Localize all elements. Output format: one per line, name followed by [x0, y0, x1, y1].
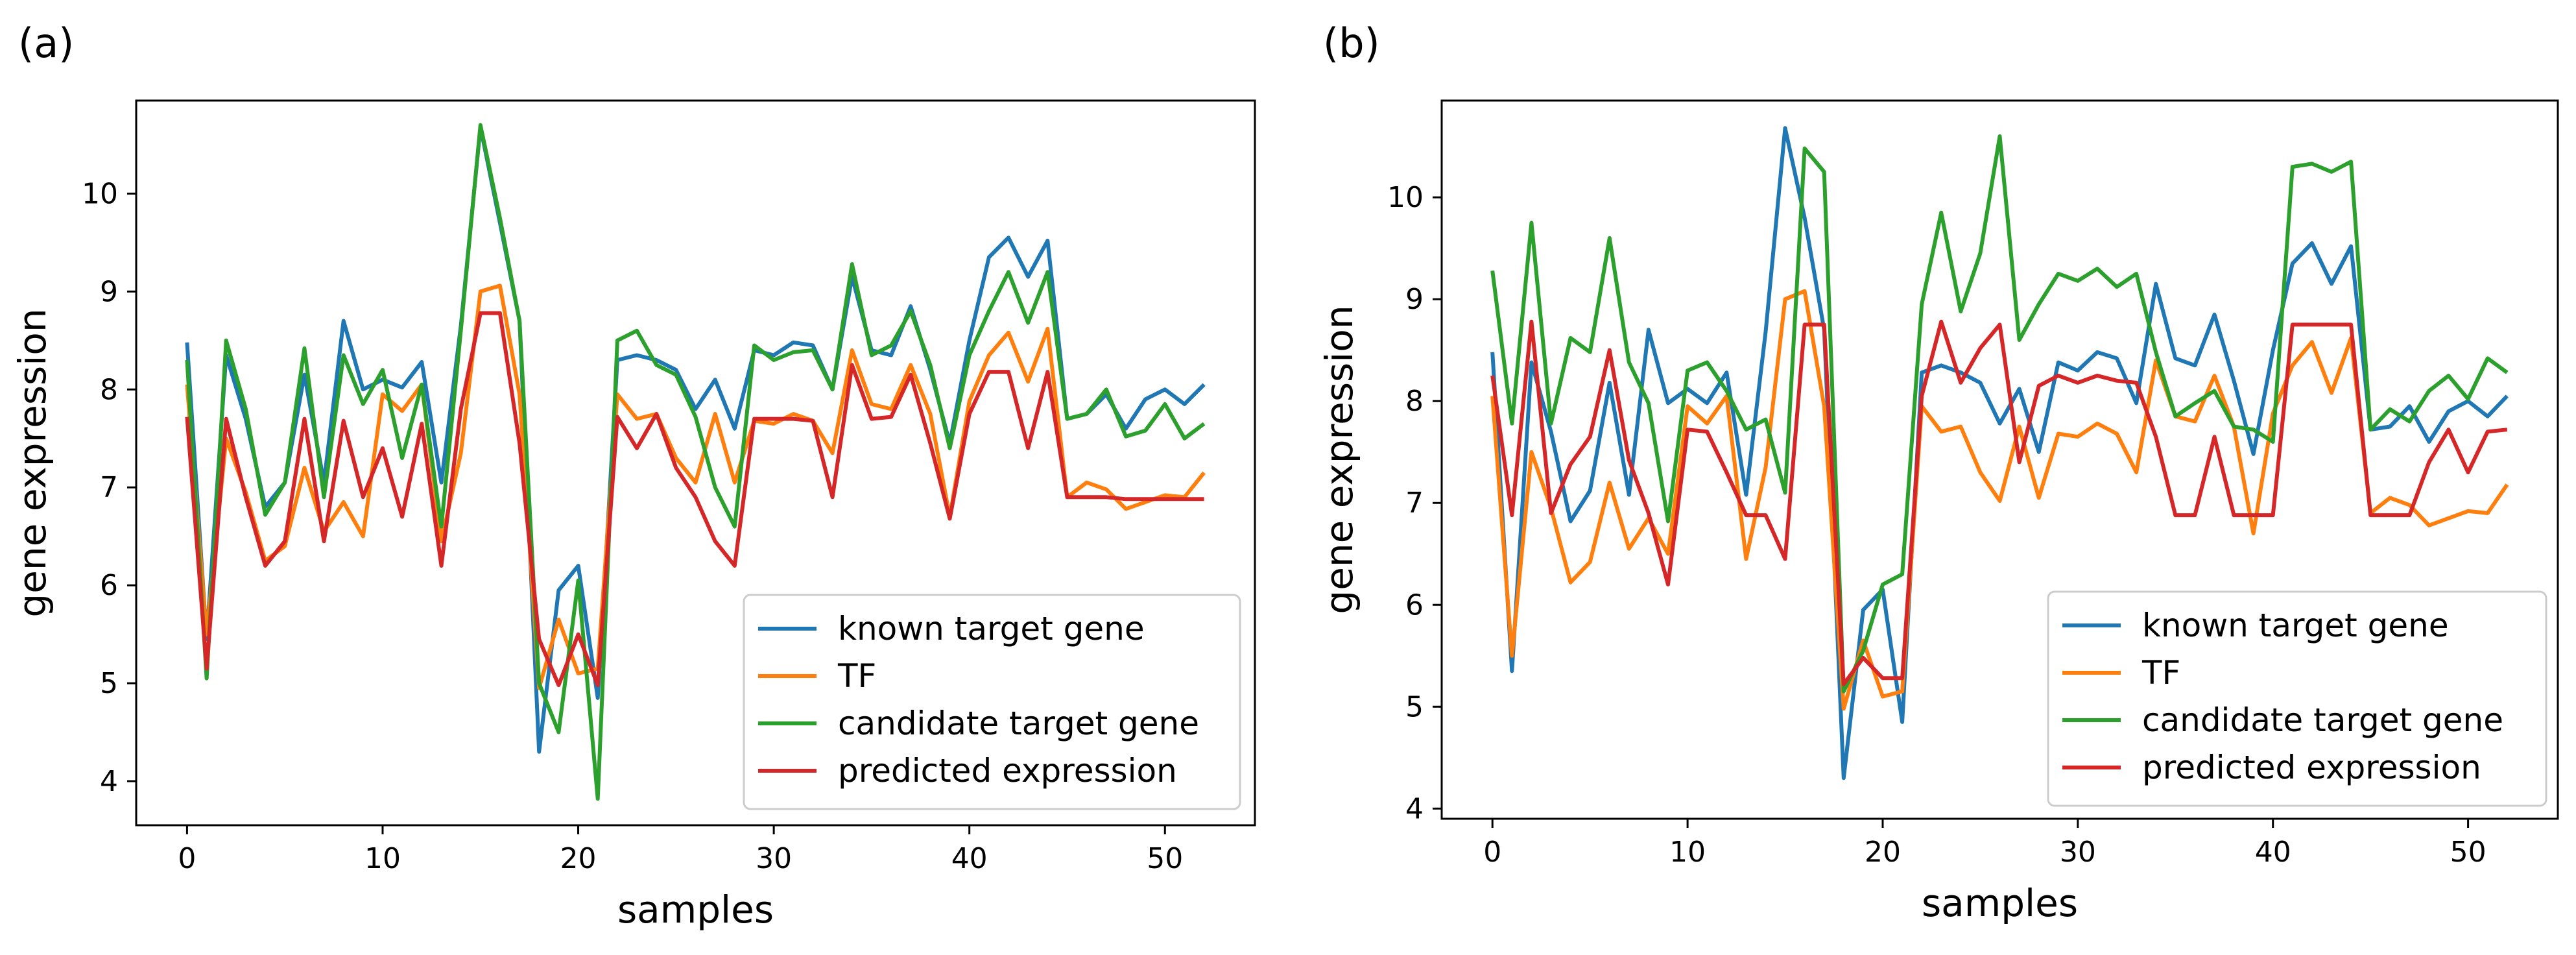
y-tick-label: 7: [100, 471, 118, 504]
x-tick-label: 10: [1669, 836, 1706, 869]
chart-panel-a: (a) 0 10 20 30 40 50 4 5 6 7 8 9 10 samples gene expres…: [10, 19, 1256, 932]
legend: known target gene TF candidate target gene…: [2047, 590, 2547, 807]
y-tick-label: 4: [100, 765, 118, 798]
x-tick-label: 30: [756, 842, 792, 875]
chart-panel-b: (b) 0 10 20 30 40 50 4 5 6 7 8 9 10 samples gene expres…: [1317, 19, 2559, 925]
x-axis-title: samples: [1922, 881, 2078, 925]
y-tick-label: 9: [100, 275, 118, 308]
series-line-candidate-target-gene: [1490, 134, 2509, 694]
x-tick-label: 40: [2255, 836, 2291, 869]
y-axis-title: gene expression: [1317, 305, 1361, 614]
series-group: [1490, 126, 2509, 780]
x-tick-label: 0: [178, 842, 196, 875]
series-line-candidate-target-gene: [185, 123, 1206, 801]
legend-box: [743, 594, 1241, 810]
y-tick-label: 10: [82, 177, 118, 210]
x-tick-label: 10: [364, 842, 401, 875]
series-line-TF: [1490, 289, 2509, 711]
y-tick-label: 6: [1405, 588, 1424, 622]
y-tick-label: 5: [1405, 690, 1424, 723]
y-tick-label: 4: [1405, 792, 1424, 825]
y-tick-label: 6: [100, 569, 118, 602]
x-axis-title: samples: [617, 888, 774, 932]
y-tick-label: 5: [100, 667, 118, 700]
x-tick-label: 20: [560, 842, 597, 875]
axes-frame: [1440, 99, 2559, 820]
series-line-known-target-gene: [185, 125, 1206, 754]
series-line-TF: [185, 284, 1206, 690]
panel-label: (b): [1323, 19, 1380, 67]
legend-label: predicted expression: [2142, 749, 2481, 786]
x-tick-label: 50: [1147, 842, 1183, 875]
x-tick-label: 20: [1865, 836, 1901, 869]
series-group: [185, 123, 1206, 801]
legend-label: candidate target gene: [2142, 701, 2503, 739]
axes-frame: [135, 99, 1256, 827]
y-tick-label: 8: [100, 373, 118, 406]
x-tick-label: 40: [951, 842, 988, 875]
legend-label: candidate target gene: [838, 705, 1199, 742]
legend-label: known target gene: [2142, 607, 2449, 644]
legend-label: predicted expression: [838, 752, 1177, 790]
y-tick-label: 10: [1387, 181, 1424, 214]
legend-label: TF: [837, 657, 876, 695]
series-line-predicted-expression: [185, 311, 1204, 688]
series-line-known-target-gene: [1490, 126, 2509, 780]
x-tick-label: 30: [2060, 836, 2096, 869]
y-axis-title: gene expression: [10, 308, 54, 617]
panel-label: (a): [18, 19, 74, 67]
y-tick-label: 8: [1405, 385, 1424, 418]
legend-label: TF: [2141, 654, 2180, 692]
x-tick-label: 0: [1483, 836, 1501, 869]
legend: known target gene TF candidate target gene…: [743, 594, 1241, 810]
y-tick-label: 9: [1405, 283, 1424, 316]
x-tick-label: 50: [2450, 836, 2487, 869]
series-line-predicted-expression: [1490, 319, 2508, 686]
legend-box: [2047, 590, 2547, 807]
legend-label: known target gene: [838, 610, 1145, 647]
y-tick-label: 7: [1405, 487, 1424, 520]
